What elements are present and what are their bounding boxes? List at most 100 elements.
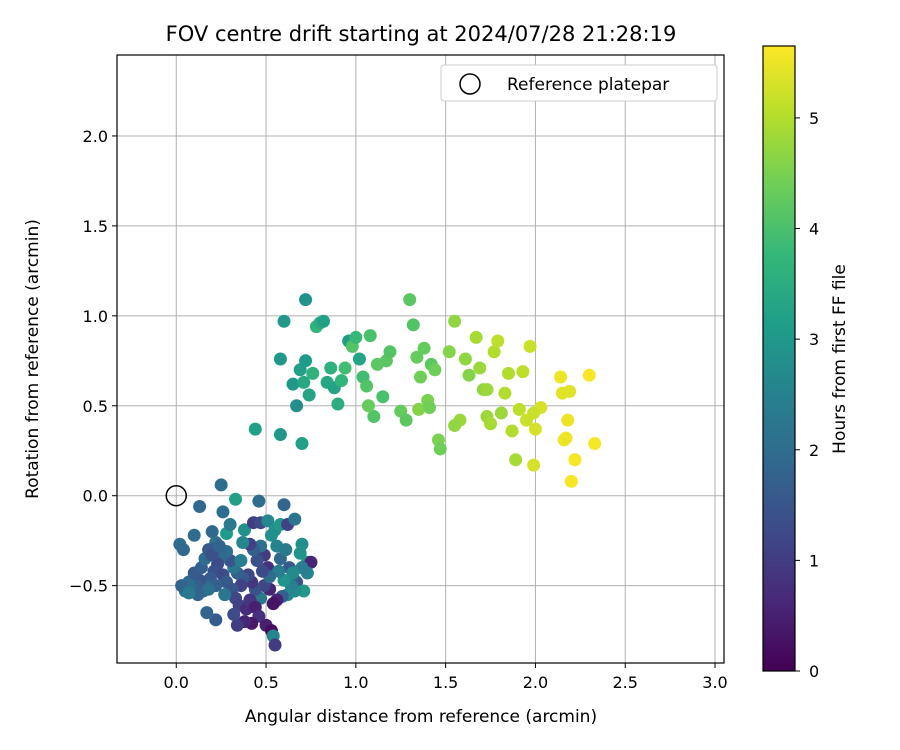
data-point [334,374,348,388]
data-point [200,606,214,620]
data-point [268,638,282,652]
legend-label: Reference platepar [507,75,669,95]
data-point [462,368,476,382]
data-point [293,546,307,560]
data-point [448,314,462,328]
data-point [428,363,442,377]
data-points [173,293,602,652]
data-point [528,422,542,436]
data-point [563,384,577,398]
data-point [205,525,219,539]
data-point [561,413,575,427]
data-point [473,361,487,375]
data-point [277,314,291,328]
data-point [214,478,228,492]
data-point [218,588,232,602]
data-point [255,564,269,578]
data-point [527,406,541,420]
y-tick-label: 1.0 [83,307,108,326]
data-point [363,329,377,343]
data-point [352,352,366,366]
data-point [491,334,505,348]
data-point [360,379,374,393]
data-point [367,410,381,424]
x-tick-label: 1.0 [343,673,368,692]
data-point [494,406,508,420]
data-point [448,419,462,433]
data-point [516,365,530,379]
reference-marker [165,484,188,507]
data-point [505,424,519,438]
data-point [212,539,226,553]
data-point [417,341,431,355]
data-point [412,402,426,416]
data-point [588,437,602,451]
data-point [383,345,397,359]
data-point [480,383,494,397]
data-point [484,417,498,431]
data-point [290,399,304,413]
y-tick-label: 0.5 [83,397,108,416]
data-point [414,370,427,384]
data-point [176,543,190,557]
x-tick-label: 2.5 [613,673,638,692]
chart-title: FOV centre drift starting at 2024/07/28 … [166,22,677,46]
y-axis-label: Rotation from reference (arcmin) [23,219,43,499]
data-point [238,523,252,537]
data-point [202,582,216,596]
data-point [299,293,313,307]
data-point [297,375,311,389]
y-tick-label: 2.0 [83,127,108,146]
colorbar-tick-label: 3 [809,330,819,349]
data-point [286,377,300,391]
data-point [458,352,472,366]
data-point [568,453,582,467]
data-point [349,330,363,344]
plot-frame [116,54,725,664]
data-point [209,613,223,627]
data-point [331,397,345,411]
data-point [230,618,244,632]
legend: Reference platepar [440,64,718,102]
x-axis-ticks: 0.0 0.5 1.0 1.5 2.0 2.5 3.0 [164,663,728,692]
x-tick-label: 0.5 [253,673,278,692]
colorbar-label: Hours from first FF file [830,264,850,454]
data-point [223,517,237,531]
data-point [261,514,275,528]
colorbar-tick-label: 1 [809,551,819,570]
data-point [277,498,291,512]
data-point [433,442,447,456]
data-point [487,345,501,359]
data-point [410,350,424,364]
x-tick-label: 3.0 [702,673,727,692]
x-tick-label: 2.0 [523,673,548,692]
data-point [527,458,541,472]
data-point [559,431,573,445]
data-point [554,370,568,384]
data-point [512,402,526,416]
data-point [297,584,311,598]
data-point [509,453,523,467]
data-point [252,494,266,508]
data-point [288,512,302,526]
y-axis-ticks: −0.5 0.0 0.5 1.0 1.5 2.0 [69,127,117,596]
data-point [564,474,578,488]
y-tick-label: 0.0 [83,487,108,506]
data-point [422,401,436,415]
x-axis-label: Angular distance from reference (arcmin) [245,707,597,727]
data-point [399,413,413,427]
colorbar: 0 1 2 3 4 5 Hours from first FF file [762,45,850,681]
data-point [302,388,316,402]
colorbar-ticks: 0 1 2 3 4 5 [795,109,819,681]
data-point [361,399,375,413]
data-point [216,505,230,519]
y-tick-label: 1.5 [83,217,108,236]
x-tick-label: 0.0 [164,673,189,692]
data-point [264,528,278,542]
colorbar-tick-label: 5 [809,109,819,128]
data-point [295,437,309,451]
colorbar-tick-label: 0 [809,662,819,681]
data-point [406,318,420,332]
data-point [286,566,300,580]
